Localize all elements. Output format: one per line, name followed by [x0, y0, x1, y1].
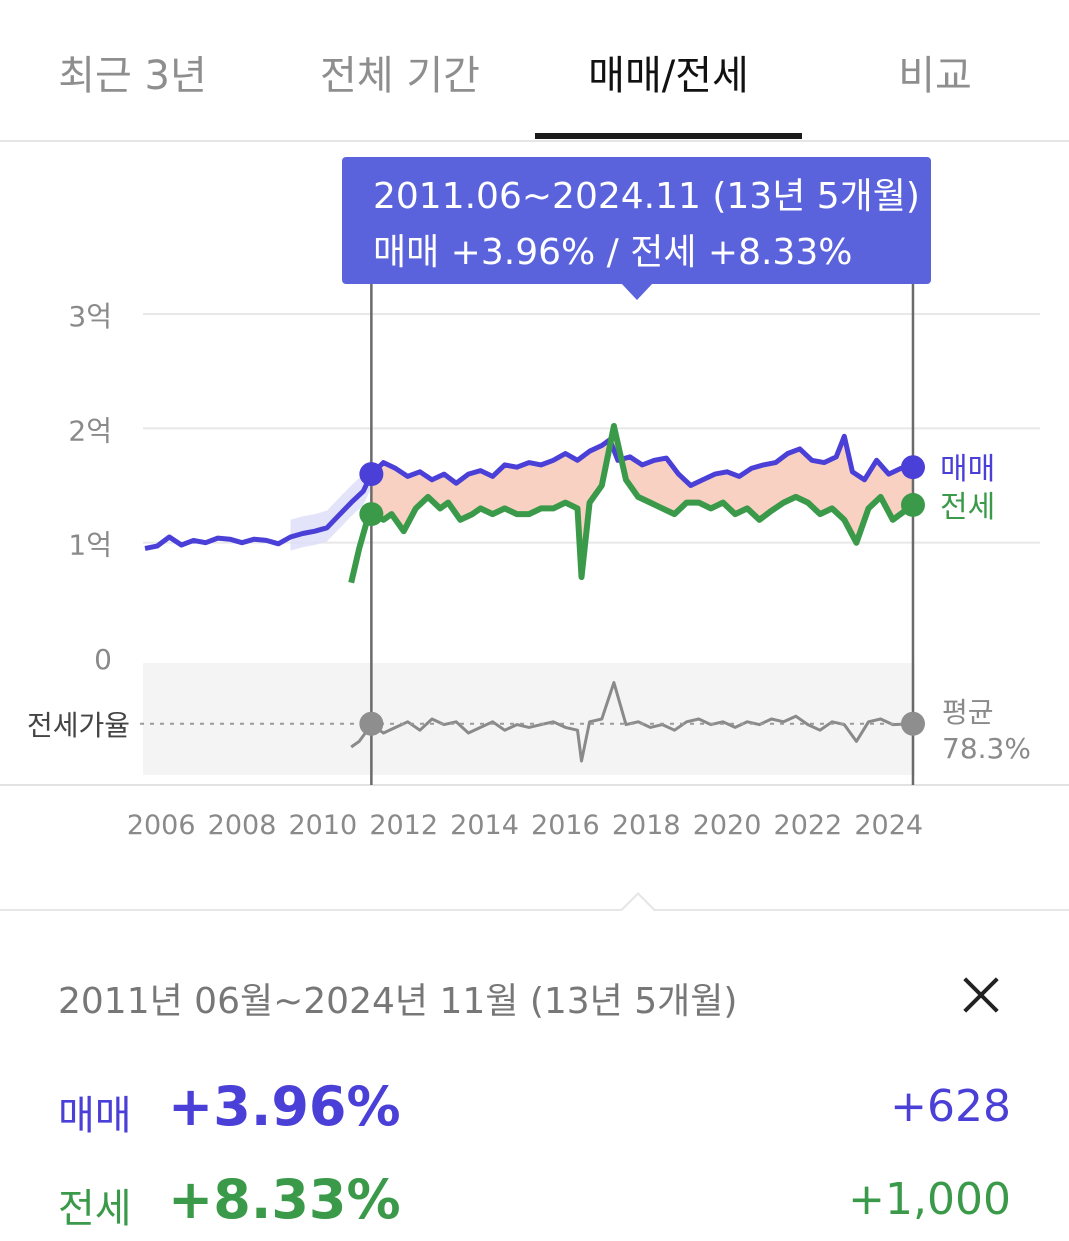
summary-range: 2011년 06월~2024년 11월 (13년 5개월): [58, 981, 738, 1022]
range-tooltip: 2011.06~2024.11 (13년 5개월) 매매 +3.96% / 전세…: [342, 157, 931, 284]
jeonse-amount: +1,000: [848, 1174, 1011, 1225]
ratio-dot-end: [900, 711, 925, 736]
sale-dot-start: [359, 462, 384, 487]
chart-divider: [0, 909, 1069, 911]
ratio-average-value: 78.3%: [942, 732, 1031, 765]
tooltip-arrow: [621, 283, 653, 300]
active-tab-indicator: [535, 133, 802, 139]
x-tick-label: 2010: [289, 810, 358, 841]
chart-canvas[interactable]: 3억 2억 1억 0 2006 2008 2010 2012 2014 2016 2018 2020 2…: [0, 142, 1069, 872]
close-icon[interactable]: [955, 970, 1005, 1020]
ratio-dot-start: [359, 711, 384, 736]
sale-amount: +628: [890, 1081, 1011, 1132]
y-tick-label: 3억: [68, 300, 112, 333]
y-tick-label: 1억: [68, 529, 112, 562]
tab-bar: 최근 3년 전체 기간 매매/전세 비교: [0, 0, 1069, 140]
sale-dot-end: [900, 455, 925, 480]
jeonse-label: 전세: [58, 1186, 132, 1232]
tab-sale-jeonse[interactable]: 매매/전세: [588, 53, 749, 99]
ratio-average-label: 평균: [942, 696, 994, 729]
summary-row-jeonse: 전세 +8.33% +1,000: [0, 1168, 1069, 1238]
ratio-label: 전세가율: [27, 709, 130, 742]
y-tick-label: 0: [94, 643, 112, 676]
x-tick-label: 2006: [127, 810, 196, 841]
jeonse-dot-end: [900, 492, 925, 517]
x-tick-label: 2016: [531, 810, 600, 841]
tooltip-detail: 매매 +3.96% / 전세 +8.33%: [373, 232, 853, 273]
x-tick-label: 2008: [208, 810, 277, 841]
sale-range-band: [290, 456, 372, 551]
x-tick-label: 2018: [612, 810, 681, 841]
x-tick-label: 2012: [369, 810, 438, 841]
x-tick-label: 2022: [774, 810, 843, 841]
tab-recent-3y[interactable]: 최근 3년: [58, 53, 207, 99]
series-line-jeonse: [348, 423, 915, 584]
x-tick-label: 2020: [693, 810, 762, 841]
tab-compare[interactable]: 비교: [898, 53, 972, 99]
summary-row-sale: 매매 +3.96% +628: [0, 1075, 1069, 1145]
series-line-sale: [144, 433, 914, 551]
price-chart[interactable]: 3억 2억 1억 0 2006 2008 2010 2012 2014 2016 2018 2020 2…: [0, 142, 1069, 872]
x-tick-label: 2024: [854, 810, 923, 841]
y-tick-label: 2억: [68, 414, 112, 447]
tabs-divider: [0, 140, 1069, 142]
sale-label: 매매: [58, 1093, 132, 1139]
series-label-sale: 매매: [940, 452, 995, 487]
jeonse-dot-start: [359, 502, 384, 527]
tooltip-range: 2011.06~2024.11 (13년 5개월): [373, 176, 920, 217]
jeonse-percent: +8.33%: [168, 1168, 401, 1231]
series-label-jeonse: 전세: [940, 490, 995, 525]
tab-all-period[interactable]: 전체 기간: [320, 53, 480, 99]
notch-pointer-fill: [622, 895, 654, 911]
sale-percent: +3.96%: [168, 1075, 401, 1138]
x-tick-label: 2014: [450, 810, 519, 841]
